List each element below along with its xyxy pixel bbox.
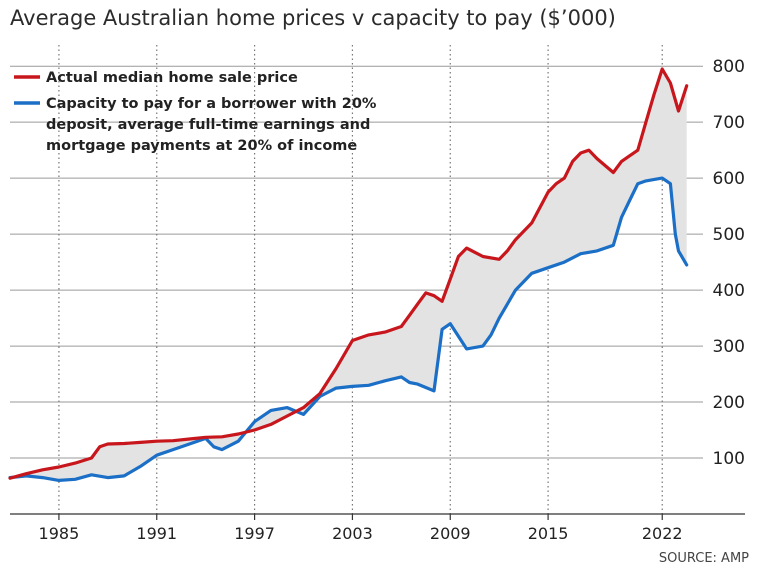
x-tick-label-2015: 2015: [528, 524, 569, 543]
x-tick-label-1991: 1991: [136, 524, 177, 543]
legend-capacity-line-2: deposit, average full-time earnings and: [46, 117, 370, 133]
chart-title: Average Australian home prices v capacit…: [10, 6, 616, 30]
y-tick-label-300: 300: [713, 337, 745, 357]
y-tick-label-700: 700: [713, 113, 745, 133]
legend: Actual median home sale price Capacity t…: [14, 70, 382, 154]
y-tick-label-200: 200: [713, 393, 745, 413]
x-tick-label-1997: 1997: [234, 524, 275, 543]
series-line-capacity: [8, 176, 689, 482]
y-tick-label-600: 600: [713, 169, 745, 189]
y-tick-label-100: 100: [713, 449, 745, 469]
x-tick-label-1985: 1985: [39, 524, 80, 543]
legend-capacity-line-1: Capacity to pay for a borrower with 20%: [46, 96, 377, 112]
y-tick-label-800: 800: [713, 57, 745, 77]
source-note: SOURCE: AMP: [658, 551, 749, 566]
y-tick-label-400: 400: [713, 281, 745, 301]
legend-label-price: Actual median home sale price: [46, 70, 298, 86]
x-tick-label-2003: 2003: [332, 524, 373, 543]
legend-capacity-line-3: mortgage payments at 20% of income: [46, 138, 357, 154]
series-lines: [8, 67, 689, 482]
y-tick-label-500: 500: [713, 225, 745, 245]
axes: 1985 1991 1997 2003 2009 2015 2022 100 200 300 400…: [10, 57, 745, 543]
x-tick-label-2009: 2009: [430, 524, 471, 543]
series-line-price: [8, 67, 689, 480]
legend-label-capacity: Capacity to pay for a borrower with 20% …: [46, 96, 382, 154]
x-tick-label-2022: 2022: [642, 524, 683, 543]
